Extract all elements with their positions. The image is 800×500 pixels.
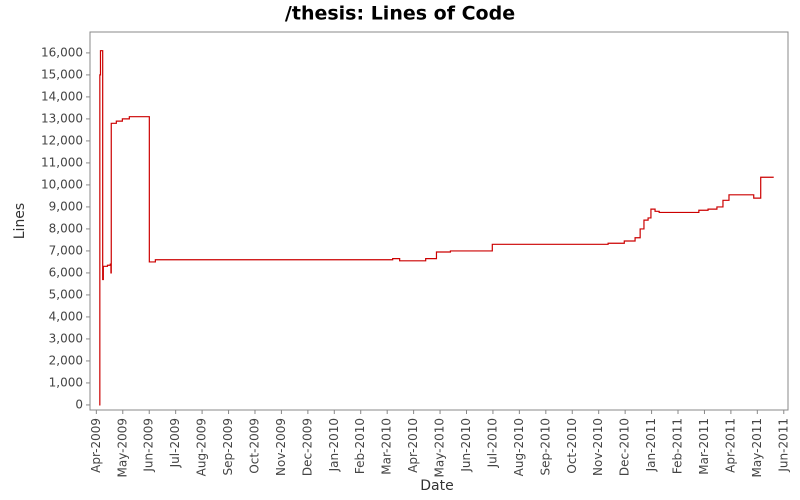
x-tick-label: Apr-2010 xyxy=(406,418,420,473)
x-tick-label: Feb-2011 xyxy=(671,418,685,474)
x-tick-label: Jun-2009 xyxy=(142,418,156,473)
x-tick-label: Feb-2010 xyxy=(353,418,367,474)
y-tick-label: 10,000 xyxy=(41,177,83,191)
x-tick-label: Nov-2009 xyxy=(274,418,288,476)
x-tick-label: May-2010 xyxy=(433,418,447,477)
y-tick-label: 3,000 xyxy=(49,331,83,345)
y-tick-label: 13,000 xyxy=(41,111,83,125)
y-tick-label: 5,000 xyxy=(49,287,83,301)
x-tick-label: Jul-2010 xyxy=(485,418,499,468)
x-tick-label: Jan-2011 xyxy=(644,418,658,472)
x-tick-label: Jun-2010 xyxy=(459,418,473,473)
y-tick-label: 4,000 xyxy=(49,309,83,323)
x-axis-label: Date xyxy=(420,478,453,494)
y-tick-label: 12,000 xyxy=(41,133,83,147)
x-tick-label: Nov-2010 xyxy=(591,418,605,476)
y-tick-label: 7,000 xyxy=(49,243,83,257)
y-tick-label: 15,000 xyxy=(41,67,83,81)
x-tick-label: Apr-2009 xyxy=(89,418,103,473)
x-tick-label: Jul-2009 xyxy=(168,418,182,468)
y-tick-label: 9,000 xyxy=(49,199,83,213)
x-tick-label: Mar-2011 xyxy=(697,418,711,475)
y-tick-label: 6,000 xyxy=(49,265,83,279)
x-tick-label: Jan-2010 xyxy=(327,418,341,472)
y-tick-label: 1,000 xyxy=(49,375,83,389)
x-tick-label: Aug-2010 xyxy=(512,418,526,476)
chart-title: /thesis: Lines of Code xyxy=(285,3,515,25)
x-tick-label: Oct-2010 xyxy=(565,418,579,474)
plot-frame xyxy=(89,31,789,411)
x-tick-label: Oct-2009 xyxy=(247,418,261,474)
x-tick-label: Dec-2009 xyxy=(300,418,314,476)
y-tick-label: 11,000 xyxy=(41,155,83,169)
x-tick-label: Dec-2010 xyxy=(618,418,632,476)
y-tick-label: 16,000 xyxy=(41,45,83,59)
y-axis-label: Lines xyxy=(12,203,28,239)
x-tick-label: Mar-2010 xyxy=(380,418,394,475)
x-tick-label: Aug-2009 xyxy=(195,418,209,476)
y-tick-label: 8,000 xyxy=(49,221,83,235)
x-tick-label: Sep-2010 xyxy=(538,418,552,476)
x-tick-label: Apr-2011 xyxy=(723,418,737,473)
y-tick-label: 14,000 xyxy=(41,89,83,103)
x-tick-label: May-2011 xyxy=(750,418,764,477)
x-tick-label: Jun-2011 xyxy=(776,418,790,473)
x-tick-label: Sep-2009 xyxy=(221,418,235,476)
y-tick-label: 2,000 xyxy=(49,353,83,367)
y-tick-label: 0 xyxy=(75,397,83,411)
data-line xyxy=(99,50,774,406)
x-tick-label: May-2009 xyxy=(115,418,129,477)
